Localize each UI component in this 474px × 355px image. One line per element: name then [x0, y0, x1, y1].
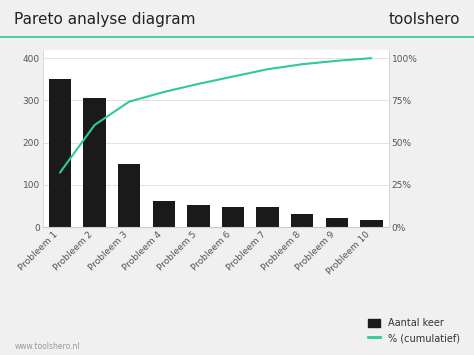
- Bar: [49, 79, 71, 227]
- Text: www.toolshero.nl: www.toolshero.nl: [14, 343, 80, 351]
- Text: Pareto analyse diagram: Pareto analyse diagram: [14, 12, 196, 27]
- Bar: [222, 207, 244, 227]
- Bar: [118, 164, 140, 227]
- Bar: [326, 218, 348, 227]
- Bar: [256, 207, 279, 227]
- Text: toolshero: toolshero: [388, 12, 460, 27]
- Bar: [291, 214, 313, 227]
- Bar: [153, 201, 175, 227]
- Bar: [83, 98, 106, 227]
- Legend: Aantal keer, % (cumulatief): Aantal keer, % (cumulatief): [368, 318, 460, 343]
- Bar: [187, 205, 210, 227]
- Bar: [360, 220, 383, 227]
